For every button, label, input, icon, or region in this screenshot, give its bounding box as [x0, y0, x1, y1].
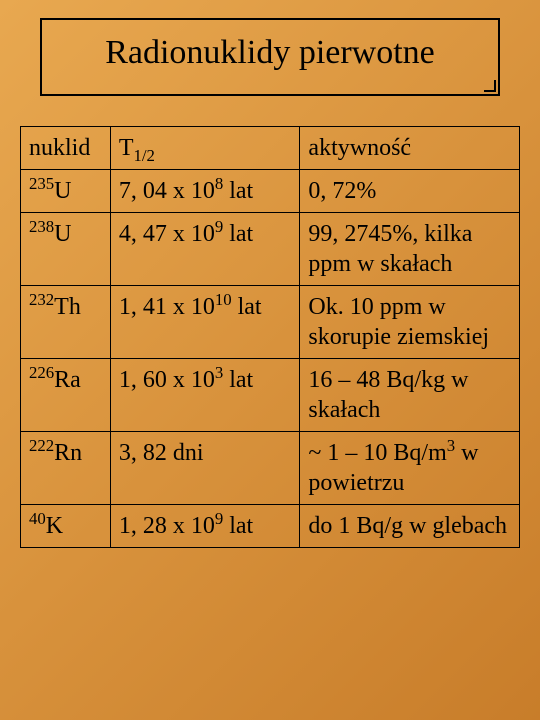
header-activity: aktywność	[300, 127, 520, 170]
slide: Radionuklidy pierwotne nuklid T1/2 aktyw…	[0, 0, 540, 720]
cell-nuklid: 222Rn	[21, 432, 111, 505]
cell-nuklid: 232Th	[21, 286, 111, 359]
table-body: nuklid T1/2 aktywność 235U7, 04 x 108 la…	[21, 127, 520, 548]
cell-halflife: 7, 04 x 108 lat	[110, 170, 300, 213]
page-title: Radionuklidy pierwotne	[105, 34, 435, 71]
cell-activity: 99, 2745%, kilka ppm w skałach	[300, 213, 520, 286]
cell-nuklid: 226Ra	[21, 359, 111, 432]
header-halflife: T1/2	[110, 127, 300, 170]
cell-activity: 0, 72%	[300, 170, 520, 213]
cell-halflife: 4, 47 x 109 lat	[110, 213, 300, 286]
table-row: 222Rn3, 82 dni~ 1 – 10 Bq/m3 w powietrzu	[21, 432, 520, 505]
cell-halflife: 1, 28 x 109 lat	[110, 505, 300, 548]
cell-halflife: 3, 82 dni	[110, 432, 300, 505]
table-row: 232Th1, 41 x 1010 latOk. 10 ppm w skorup…	[21, 286, 520, 359]
table-row: 235U7, 04 x 108 lat0, 72%	[21, 170, 520, 213]
cell-halflife: 1, 60 x 103 lat	[110, 359, 300, 432]
cell-activity: Ok. 10 ppm w skorupie ziemskiej	[300, 286, 520, 359]
table-row: 238U4, 47 x 109 lat99, 2745%, kilka ppm …	[21, 213, 520, 286]
title-box: Radionuklidy pierwotne	[40, 18, 500, 96]
table-row: 40K1, 28 x 109 latdo 1 Bq/g w glebach	[21, 505, 520, 548]
cell-activity: ~ 1 – 10 Bq/m3 w powietrzu	[300, 432, 520, 505]
cell-nuklid: 235U	[21, 170, 111, 213]
cell-nuklid: 40K	[21, 505, 111, 548]
cell-halflife: 1, 41 x 1010 lat	[110, 286, 300, 359]
table-row: 226Ra1, 60 x 103 lat16 – 48 Bq/kg w skał…	[21, 359, 520, 432]
cell-activity: do 1 Bq/g w glebach	[300, 505, 520, 548]
header-nuklid: nuklid	[21, 127, 111, 170]
radionuclide-table: nuklid T1/2 aktywność 235U7, 04 x 108 la…	[20, 126, 520, 548]
cell-nuklid: 238U	[21, 213, 111, 286]
table-header-row: nuklid T1/2 aktywność	[21, 127, 520, 170]
cell-activity: 16 – 48 Bq/kg w skałach	[300, 359, 520, 432]
